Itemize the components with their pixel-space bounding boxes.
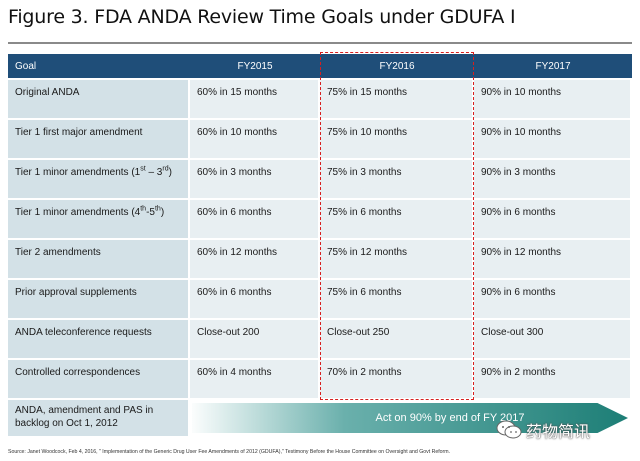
row-fy2015: 60% in 6 months [190,200,320,240]
backlog-arrow-text: Act on 90% by end of FY 2017 [375,412,525,424]
row-fy2017: 90% in 6 months [474,200,632,240]
row-fy2015: 60% in 6 months [190,280,320,320]
row-goal: Tier 1 first major amendment [8,120,190,160]
backlog-arrow-cell: Act on 90% by end of FY 2017 [190,400,632,436]
row-fy2016: 75% in 6 months [320,280,474,320]
row-fy2015: 60% in 12 months [190,240,320,280]
backlog-arrow: Act on 90% by end of FY 2017 [192,403,628,433]
row-fy2015: 60% in 3 months [190,160,320,200]
row-fy2016: 70% in 2 months [320,360,474,400]
row-fy2017: 90% in 10 months [474,80,632,120]
source-note: Source: Janet Woodcock, Feb 4, 2016, " I… [8,449,451,455]
row-fy2015: Close-out 200 [190,320,320,360]
row-fy2016: Close-out 250 [320,320,474,360]
row-fy2016: 75% in 15 months [320,80,474,120]
row-goal: Original ANDA [8,80,190,120]
backlog-label: ANDA, amendment and PAS in backlog on Oc… [8,400,190,436]
row-goal: Controlled correspondences [8,360,190,400]
row-goal: ANDA teleconference requests [8,320,190,360]
goals-table: Goal FY2015 FY2016 FY2017 Original ANDA … [8,54,632,436]
row-fy2017: 90% in 10 months [474,120,632,160]
header-fy2015: FY2015 [190,54,320,80]
row-goal: Tier 2 amendments [8,240,190,280]
row-goal: Tier 1 minor amendments (4th-5th) [8,200,190,240]
row-fy2017: 90% in 12 months [474,240,632,280]
row-fy2015: 60% in 15 months [190,80,320,120]
watermark: 药物简讯 [496,418,590,442]
wechat-icon [496,420,522,439]
row-fy2016: 75% in 10 months [320,120,474,160]
row-fy2017: 90% in 6 months [474,280,632,320]
row-fy2016: 75% in 6 months [320,200,474,240]
header-fy2017: FY2017 [474,54,632,80]
row-fy2017: Close-out 300 [474,320,632,360]
header-goal: Goal [8,54,190,80]
title-divider [8,42,632,44]
row-fy2017: 90% in 3 months [474,160,632,200]
watermark-text: 药物简讯 [526,424,591,441]
row-fy2016: 75% in 12 months [320,240,474,280]
row-fy2015: 60% in 4 months [190,360,320,400]
header-fy2016: FY2016 [320,54,474,80]
row-fy2017: 90% in 2 months [474,360,632,400]
row-goal: Prior approval supplements [8,280,190,320]
row-fy2016: 75% in 3 months [320,160,474,200]
row-fy2015: 60% in 10 months [190,120,320,160]
row-goal: Tier 1 minor amendments (1st – 3rd) [8,160,190,200]
figure-title: Figure 3. FDA ANDA Review Time Goals und… [8,6,516,28]
